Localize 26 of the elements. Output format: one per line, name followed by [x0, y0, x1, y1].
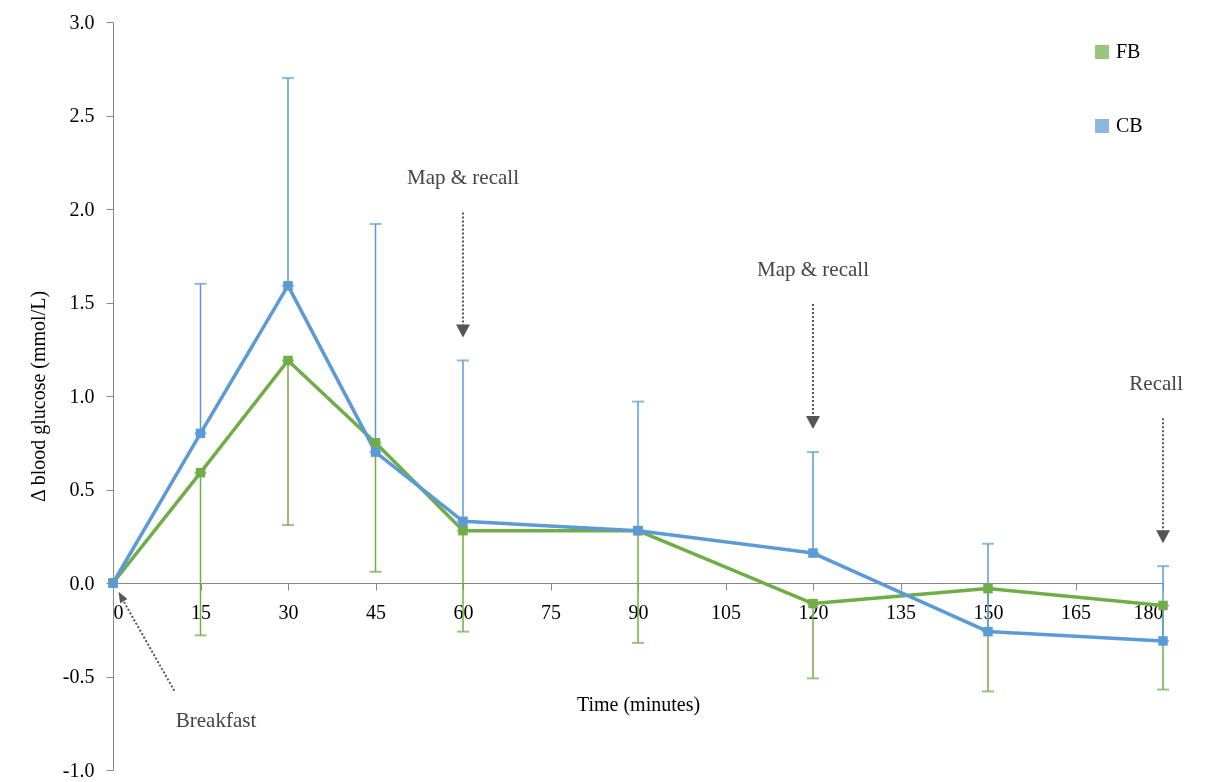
x-tick-label: 165 [1061, 600, 1091, 623]
annotation: Breakfast [175, 708, 257, 732]
x-tick-label: 30 [278, 600, 299, 623]
y-tick-label: 1.0 [69, 384, 95, 407]
x-tick-label: 45 [366, 600, 386, 623]
x-tick-label: 105 [711, 600, 741, 623]
y-tick-label: 0.0 [69, 571, 95, 594]
y-tick-label: -1.0 [62, 758, 95, 781]
x-tick-label: 60 [453, 600, 474, 623]
y-tick-label: -0.5 [62, 665, 95, 687]
x-axis-title: Time (minutes) [576, 692, 701, 716]
legend-label: CB [1116, 114, 1143, 136]
y-axis-title: Δ blood glucose (mmol/L) [26, 290, 50, 503]
annotation: Map & recall [757, 257, 870, 282]
y-tick-label: 0.5 [69, 478, 95, 500]
x-tick-label: 90 [628, 600, 649, 623]
y-tick-label: 2.5 [69, 104, 95, 126]
y-tick-label: 1.5 [69, 291, 95, 313]
annotation: Map & recall [407, 165, 520, 190]
legend-label: FB [1116, 40, 1141, 62]
annotation: Recall [1129, 371, 1184, 396]
x-tick-label: 135 [886, 600, 916, 623]
y-tick-label: 3.0 [69, 10, 95, 33]
x-tick-label: 0 [113, 600, 124, 623]
x-tick-label: 75 [541, 600, 561, 623]
y-tick-label: 2.0 [69, 197, 95, 220]
